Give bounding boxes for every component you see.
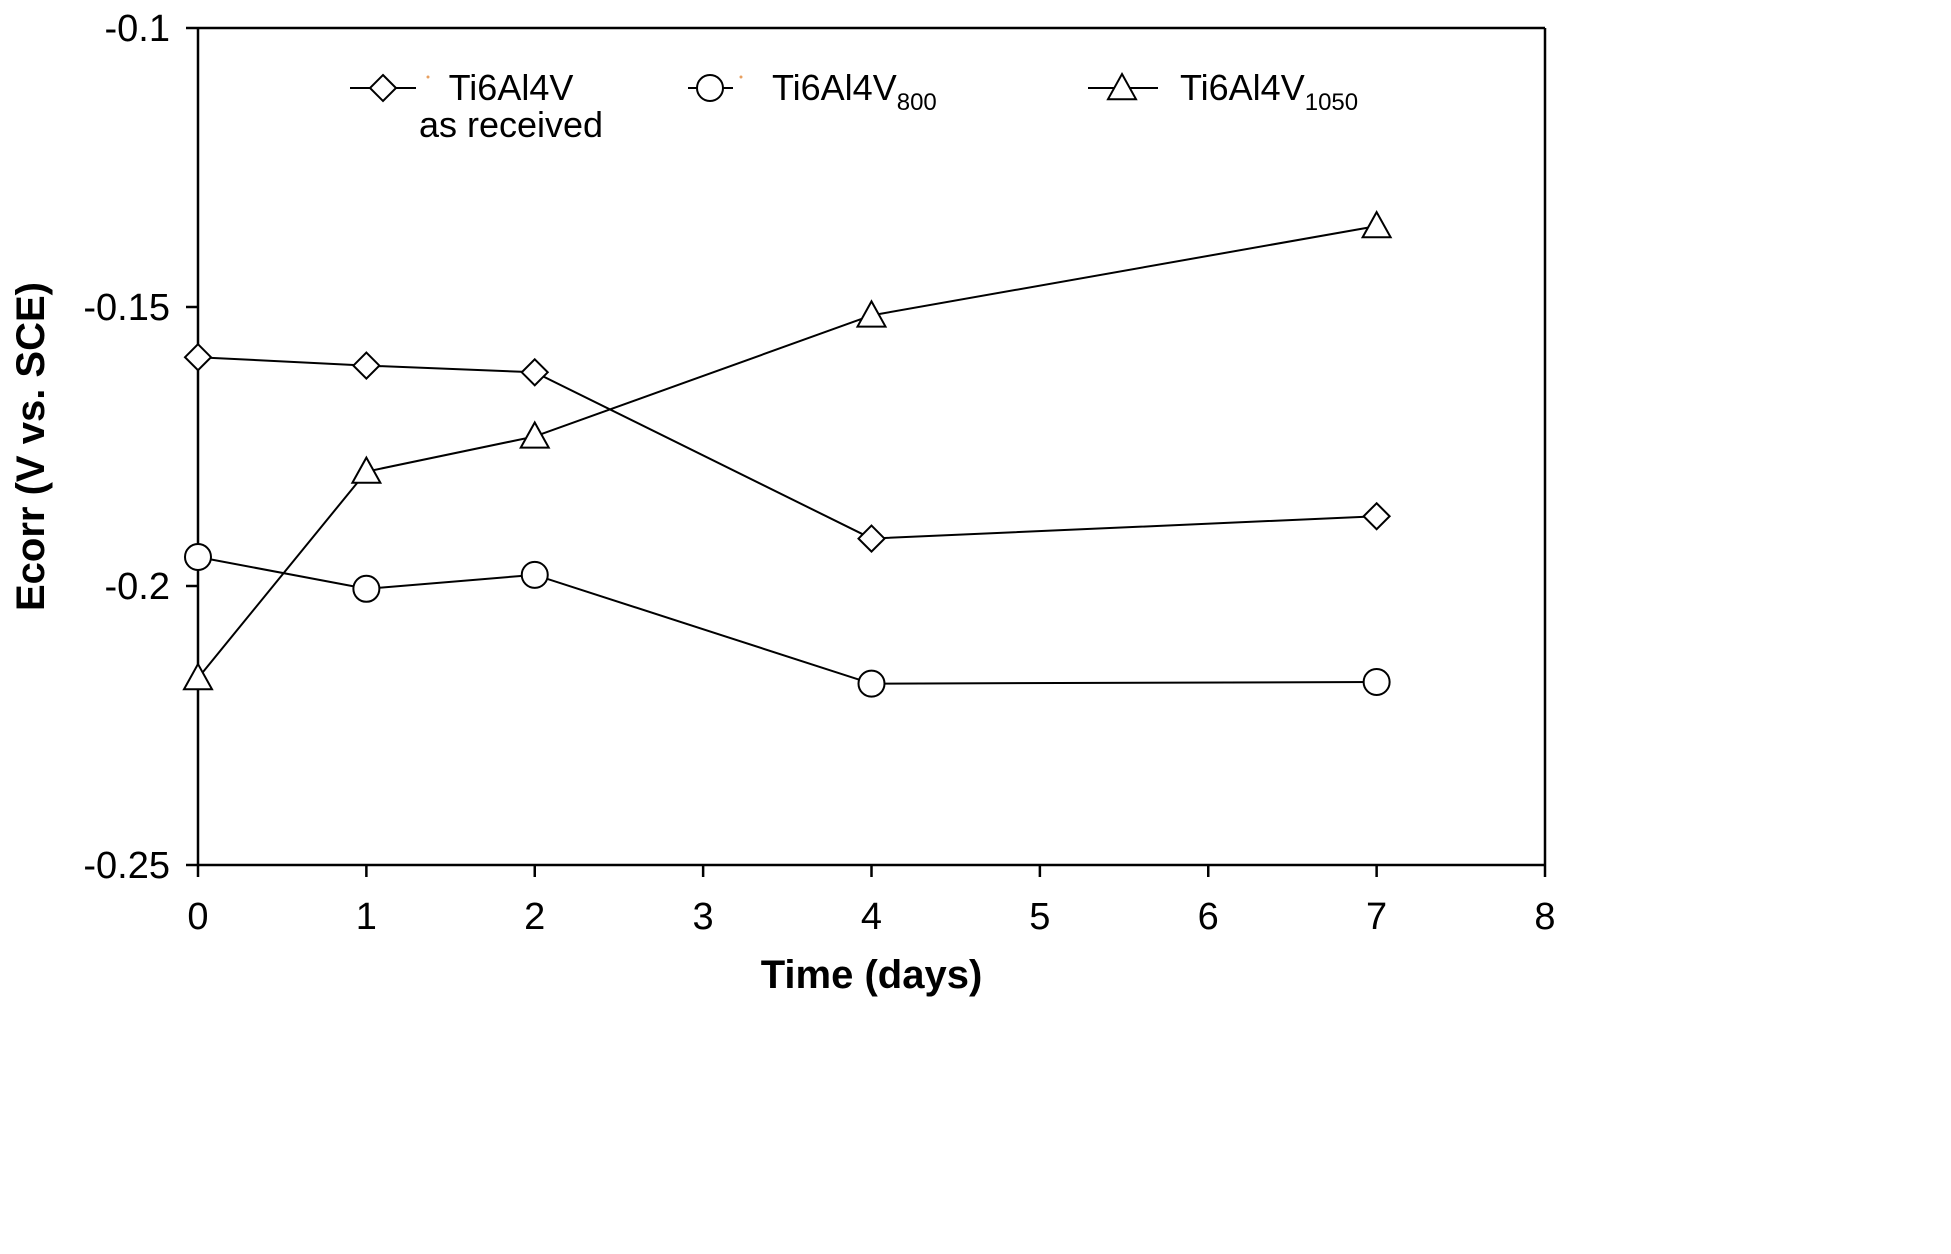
legend-marker-shape (368, 73, 398, 103)
legend-dot-800 (739, 75, 743, 79)
legend-label-as-received-line1: Ti6Al4V (449, 67, 574, 108)
data-point-circle (1362, 667, 1391, 696)
y-tick-label: -0.1 (105, 8, 170, 50)
data-point-circle (184, 542, 212, 571)
data-point-triangle (350, 455, 383, 484)
data-point-circle (520, 560, 549, 589)
x-tick-label: 1 (356, 896, 377, 938)
legend-item-1050: Ti6Al4V1050 (1088, 67, 1358, 116)
plot-frame (196, 26, 1547, 867)
legend-marker-circle (696, 74, 724, 102)
legend-marker-triangle (1106, 71, 1138, 101)
legend-label-800-main: Ti6Al4V (772, 67, 897, 108)
series-line-diamond (197, 356, 1377, 540)
x-tick-label: 2 (524, 896, 545, 938)
legend-marker-shape (1106, 71, 1138, 101)
data-point-diamond (520, 357, 550, 387)
data-point-diamond (857, 524, 886, 553)
x-tick-label: 7 (1366, 896, 1387, 938)
x-tick-label: 0 (187, 896, 208, 938)
y-tick-label: -0.25 (83, 845, 170, 887)
legend-item-as-received: Ti6Al4V as received (350, 67, 603, 145)
x-tick-label: 3 (693, 896, 714, 938)
legend-label-1050-sub: 1050 (1305, 89, 1358, 116)
series-line-triangle (197, 225, 1377, 679)
y-tick-label: -0.2 (105, 566, 170, 608)
data-point-circle (352, 574, 381, 603)
series-line-circle (197, 556, 1377, 685)
legend-label-800: Ti6Al4V800 (772, 67, 937, 116)
data-point-diamond (351, 351, 381, 381)
y-tick-label: -0.15 (83, 287, 170, 329)
series-lines (197, 225, 1377, 685)
legend: Ti6Al4V as received Ti6Al4V800 Ti6Al4V10… (350, 67, 1358, 145)
legend-label-800-sub: 800 (897, 89, 937, 116)
data-point-triangle (1360, 210, 1393, 239)
legend-label-1050: Ti6Al4V1050 (1180, 67, 1358, 116)
y-axis-title: Ecorr (V vs. SCE) (9, 282, 53, 611)
data-point-triangle (855, 299, 888, 328)
legend-marker-shape (696, 74, 724, 102)
data-point-diamond (183, 342, 213, 372)
legend-dot-as-received (426, 75, 430, 79)
data-point-triangle (182, 662, 214, 691)
legend-label-as-received-line2: as received (419, 104, 603, 145)
legend-item-800: Ti6Al4V800 (688, 67, 937, 116)
x-ticks: 0 1 2 3 4 5 6 7 8 (187, 865, 1556, 938)
legend-label-1050-main: Ti6Al4V (1180, 67, 1305, 108)
legend-marker-diamond (368, 73, 398, 103)
x-tick-label: 5 (1029, 896, 1050, 938)
data-point-circle (857, 669, 886, 698)
data-point-diamond (1362, 501, 1392, 531)
series-markers (182, 210, 1393, 698)
data-point-triangle (519, 420, 551, 449)
y-ticks: -0.25 -0.2 -0.15 -0.1 (83, 8, 198, 887)
x-tick-label: 8 (1534, 896, 1555, 938)
x-axis-title: Time (days) (761, 953, 983, 997)
x-tick-label: 6 (1198, 896, 1219, 938)
x-tick-label: 4 (861, 896, 882, 938)
